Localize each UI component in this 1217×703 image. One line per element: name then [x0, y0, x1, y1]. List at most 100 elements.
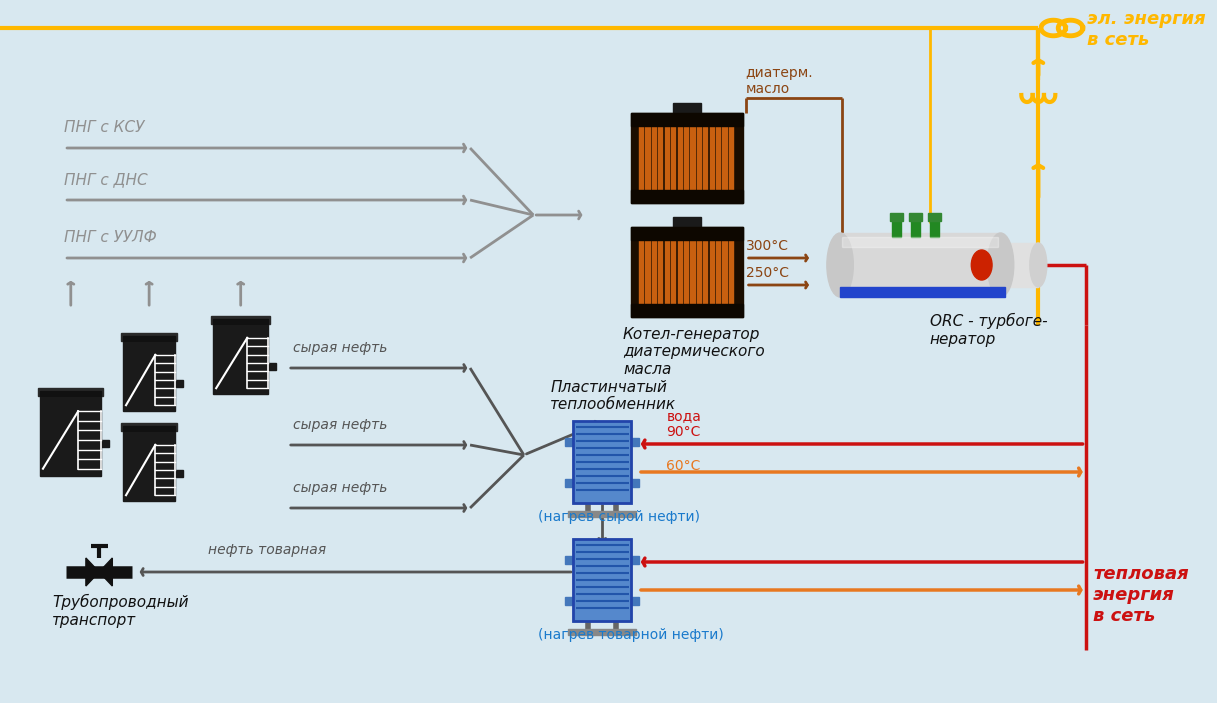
Bar: [632, 597, 639, 605]
Bar: [890, 213, 903, 221]
Bar: [658, 239, 662, 305]
Bar: [658, 125, 662, 191]
Bar: [909, 213, 922, 221]
Bar: [996, 243, 1038, 287]
Text: сырая нефть: сырая нефть: [292, 341, 387, 355]
Ellipse shape: [987, 233, 1014, 297]
Text: (нагрев сырой нефти): (нагрев сырой нефти): [538, 510, 700, 524]
Bar: [639, 239, 644, 305]
Bar: [573, 539, 632, 621]
Bar: [645, 239, 650, 305]
Bar: [716, 239, 720, 305]
Polygon shape: [86, 558, 112, 586]
Bar: [213, 322, 268, 394]
Bar: [101, 440, 110, 447]
Bar: [690, 125, 695, 191]
Text: 60°С: 60°С: [667, 459, 701, 473]
Bar: [632, 190, 742, 203]
Bar: [697, 125, 701, 191]
Bar: [268, 363, 275, 370]
Bar: [573, 421, 632, 503]
Text: вода
90°С: вода 90°С: [667, 409, 701, 439]
Bar: [175, 470, 183, 477]
Bar: [123, 426, 175, 431]
Text: Пластинчатый
теплообменник: Пластинчатый теплообменник: [550, 380, 677, 413]
Text: эл. энергия
в сеть: эл. энергия в сеть: [1088, 10, 1206, 49]
Bar: [716, 125, 720, 191]
Bar: [566, 597, 573, 605]
Bar: [40, 391, 101, 396]
Bar: [840, 233, 1000, 297]
Text: сырая нефть: сырая нефть: [292, 418, 387, 432]
Bar: [690, 239, 695, 305]
Bar: [639, 125, 644, 191]
Bar: [671, 239, 675, 305]
Bar: [175, 380, 183, 387]
Text: 250°C: 250°C: [746, 266, 789, 280]
Bar: [40, 394, 101, 476]
Bar: [684, 239, 688, 305]
Text: ПНГ с ДНС: ПНГ с ДНС: [65, 172, 147, 187]
Bar: [723, 125, 727, 191]
Bar: [645, 125, 650, 191]
Bar: [703, 239, 707, 305]
Text: нефть товарная: нефть товарная: [208, 543, 326, 557]
Bar: [566, 437, 573, 446]
Bar: [123, 336, 175, 341]
Bar: [703, 125, 707, 191]
Bar: [632, 437, 639, 446]
Text: диатерм.
масло: диатерм. масло: [746, 66, 813, 96]
Bar: [723, 239, 727, 305]
Bar: [568, 511, 636, 517]
Bar: [573, 421, 632, 503]
Bar: [632, 304, 742, 317]
Text: тепловая
энергия
в сеть: тепловая энергия в сеть: [1093, 565, 1189, 624]
Bar: [697, 239, 701, 305]
Bar: [632, 227, 742, 317]
Text: 300°C: 300°C: [746, 239, 789, 253]
Bar: [573, 539, 632, 621]
Bar: [122, 423, 176, 431]
Bar: [729, 239, 733, 305]
Bar: [652, 239, 656, 305]
Bar: [566, 479, 573, 486]
Bar: [710, 239, 714, 305]
Bar: [123, 429, 175, 501]
Bar: [122, 333, 176, 341]
Bar: [632, 113, 742, 126]
Bar: [566, 555, 573, 564]
Text: (нагрев товарной нефти): (нагрев товарной нефти): [538, 628, 724, 642]
Text: ПНГ с УУЛФ: ПНГ с УУЛФ: [65, 230, 157, 245]
Bar: [568, 629, 636, 635]
Text: сырая нефть: сырая нефть: [292, 481, 387, 495]
Bar: [910, 219, 920, 237]
Bar: [678, 239, 682, 305]
Bar: [729, 125, 733, 191]
Bar: [38, 388, 103, 396]
Bar: [632, 479, 639, 486]
Bar: [632, 113, 742, 203]
Bar: [684, 125, 688, 191]
Text: Котел-генератор
диатермического
масла: Котел-генератор диатермического масла: [623, 327, 764, 377]
Ellipse shape: [826, 233, 853, 297]
Bar: [671, 125, 675, 191]
Bar: [842, 237, 998, 247]
Text: ORC - турбоге-
нератор: ORC - турбоге- нератор: [930, 313, 1048, 347]
Ellipse shape: [1030, 243, 1047, 287]
Bar: [678, 125, 682, 191]
Bar: [673, 103, 701, 115]
Bar: [632, 227, 742, 240]
Bar: [212, 316, 270, 324]
Bar: [927, 213, 941, 221]
Bar: [652, 125, 656, 191]
Bar: [213, 319, 268, 324]
Bar: [664, 125, 669, 191]
Text: ПНГ с КСУ: ПНГ с КСУ: [65, 120, 145, 135]
Bar: [664, 239, 669, 305]
Text: Трубопроводный
транспорт: Трубопроводный транспорт: [52, 594, 189, 628]
Ellipse shape: [971, 250, 992, 280]
Bar: [710, 125, 714, 191]
Bar: [892, 219, 902, 237]
Bar: [123, 339, 175, 411]
Bar: [673, 217, 701, 229]
